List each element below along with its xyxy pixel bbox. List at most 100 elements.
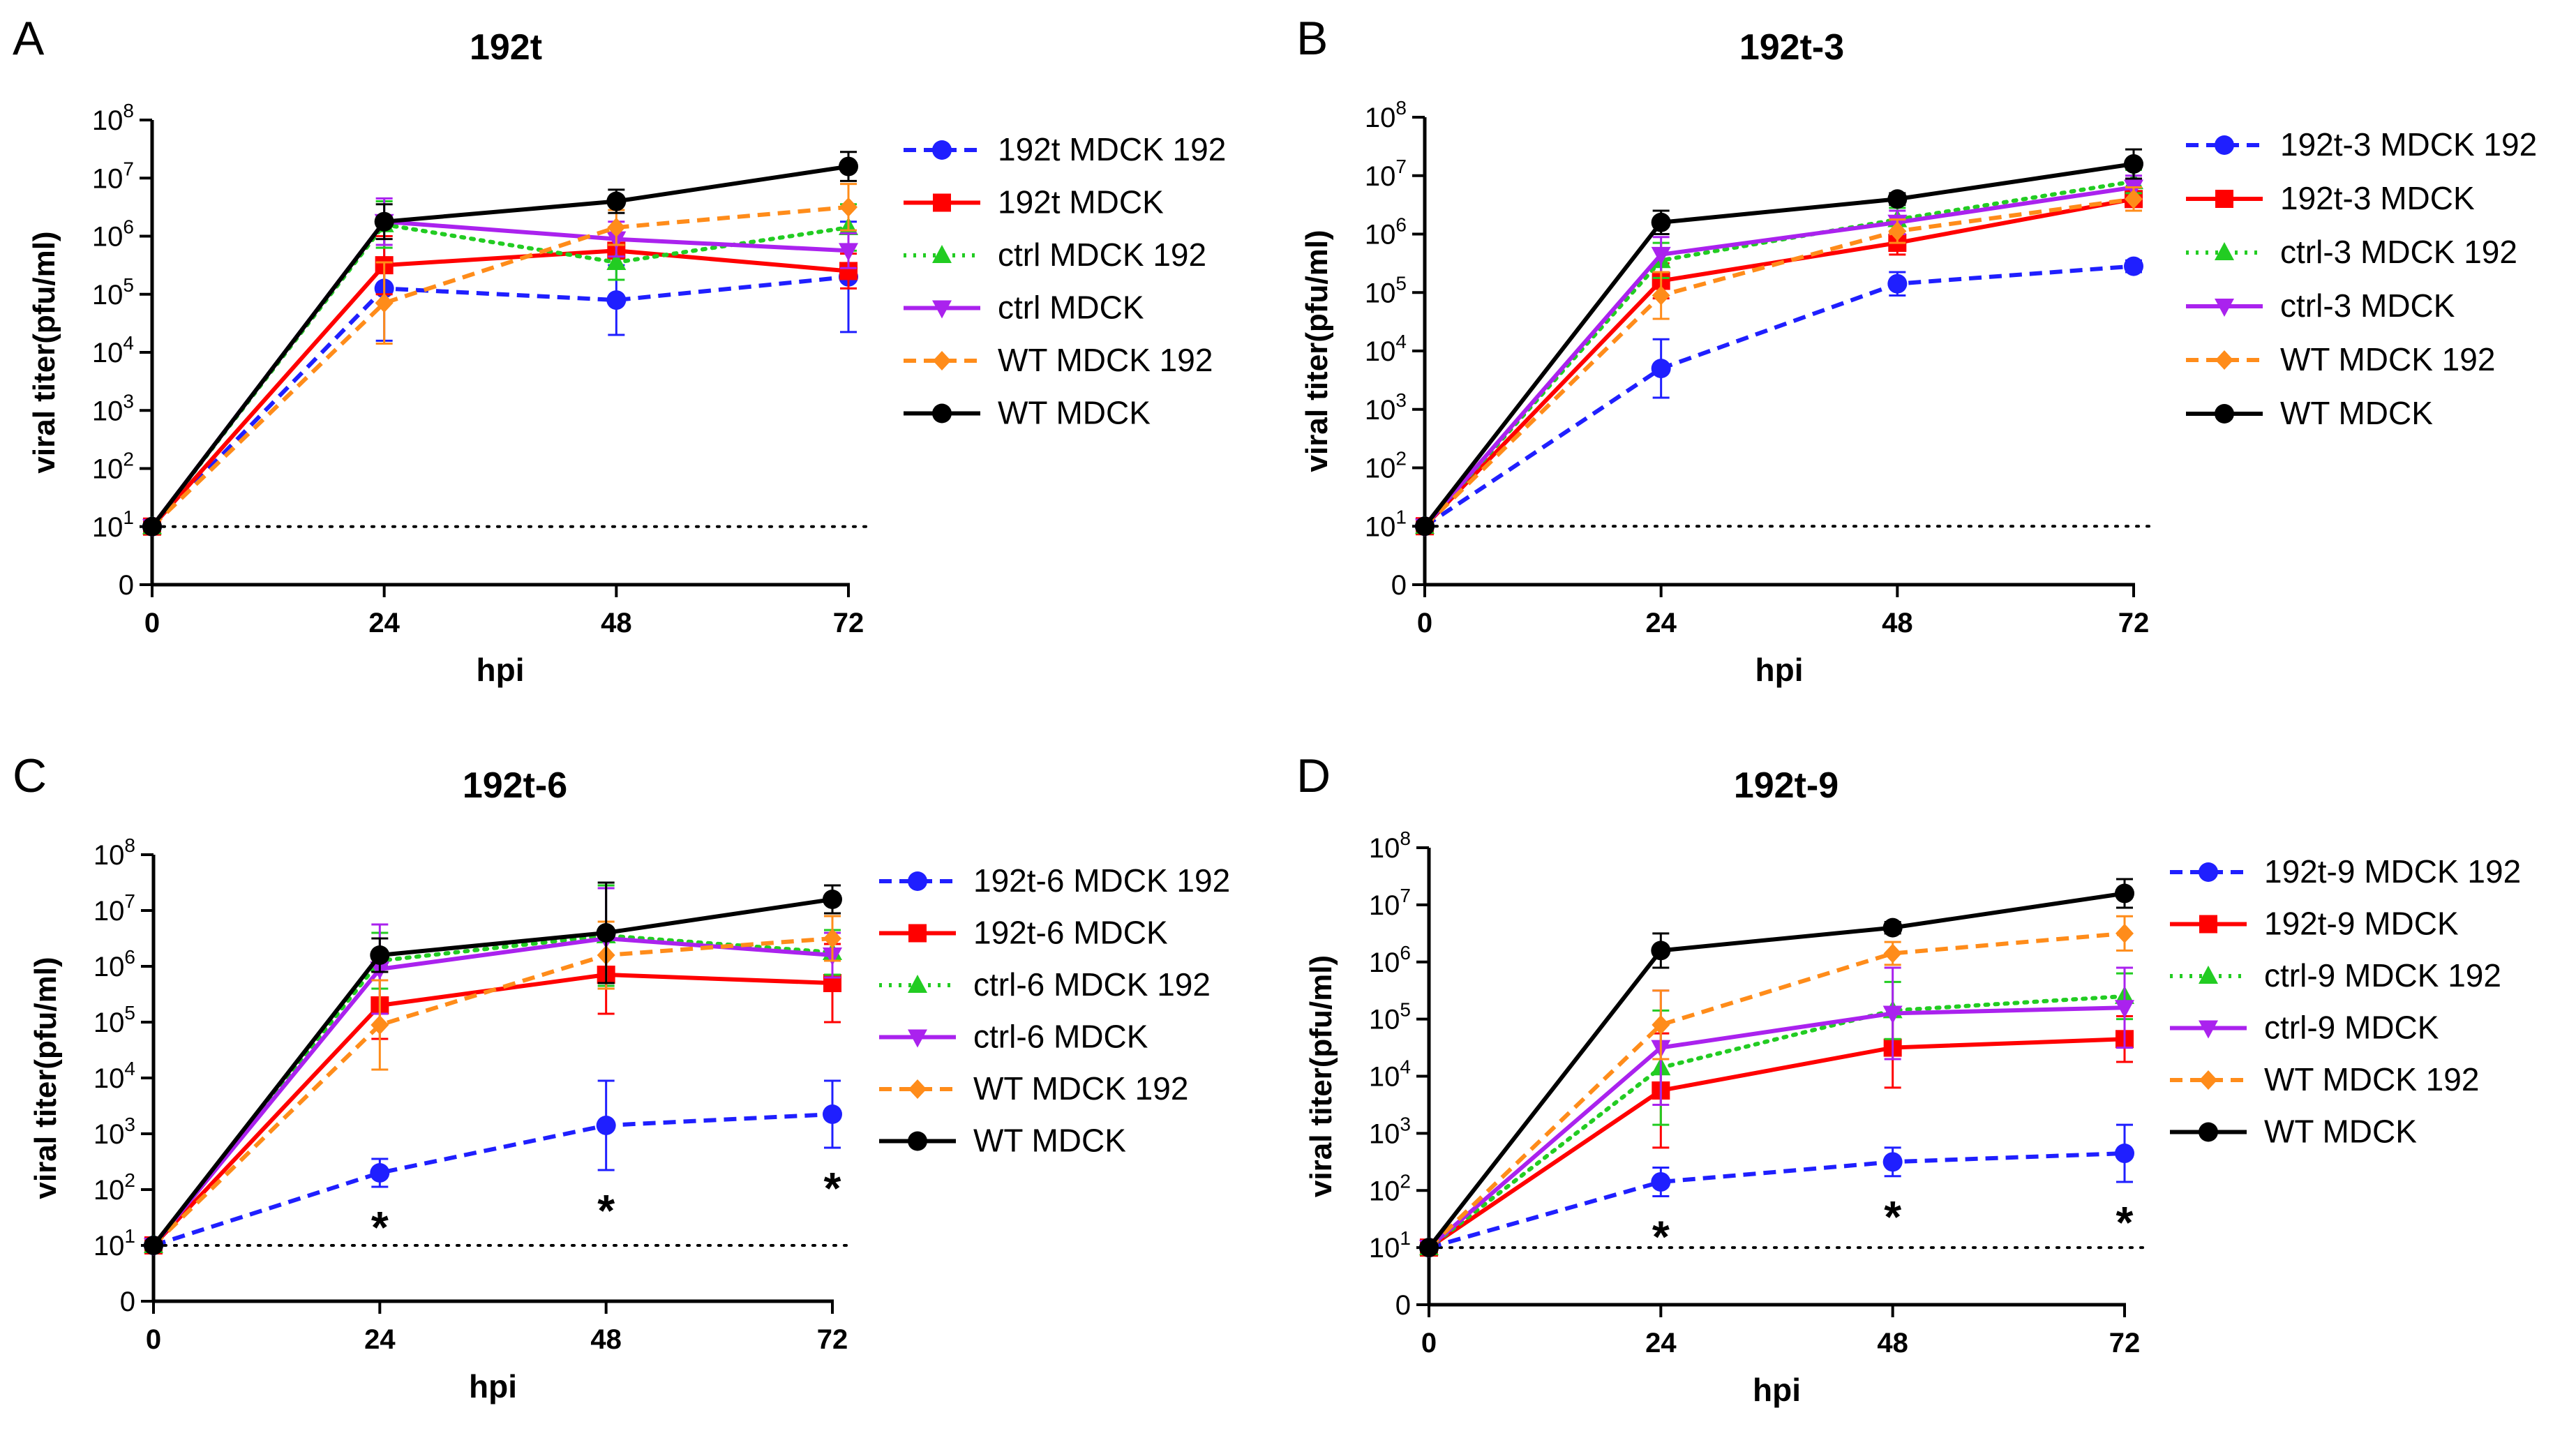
data-point: [144, 1236, 163, 1255]
y-tick-label: 103: [1365, 389, 1407, 426]
legend-label: ctrl-9 MDCK: [2264, 1010, 2439, 1046]
series-line: [1428, 1151, 2125, 1250]
series-2: [1415, 168, 2143, 534]
y-axis-label: viral titer(pfu/ml): [1300, 230, 1334, 472]
legend-marker: [932, 140, 952, 160]
y-tick-label: 102: [93, 1169, 135, 1206]
y-axis-label: viral titer(pfu/ml): [29, 957, 63, 1199]
y-tick-label: 108: [1365, 97, 1407, 133]
legend-label: 192t MDCK: [998, 184, 1164, 220]
series-line: [151, 936, 833, 1247]
data-point: [1882, 1152, 1903, 1172]
series-line: [153, 1112, 833, 1248]
legend-marker: [2215, 299, 2234, 317]
legend-marker: [932, 245, 952, 263]
x-tick-label: 48: [1877, 1328, 1908, 1358]
y-tick-label: 105: [1365, 272, 1407, 308]
series-line: [150, 164, 849, 528]
x-tick-label: 0: [146, 1324, 161, 1355]
data-point: [1415, 516, 1435, 537]
y-tick-label: 102: [92, 449, 134, 485]
series-line: [1423, 264, 2134, 528]
series-line: [150, 204, 849, 528]
series-0: [142, 220, 858, 537]
legend-entry: ctrl MDCK 192: [904, 237, 1206, 273]
legend-entry: ctrl-6 MDCK 192: [879, 966, 1211, 1003]
series-line: [1428, 1005, 2125, 1250]
y-tick-label: 101: [1365, 506, 1407, 542]
y-tick-label: 107: [1369, 885, 1411, 921]
data-point: [2116, 923, 2134, 943]
legend-label: ctrl-9 MDCK 192: [2264, 957, 2501, 994]
legend-label: 192t-9 MDCK 192: [2264, 853, 2521, 890]
series-line: [1427, 931, 2125, 1250]
legend-entry: 192t-3 MDCK: [2186, 180, 2475, 216]
legend-marker: [2215, 135, 2234, 155]
legend-marker: [2215, 350, 2233, 370]
y-tick-label: 102: [1365, 448, 1407, 484]
series-4: [1420, 915, 2134, 1258]
x-axis-label: hpi: [469, 1368, 517, 1404]
legend-entry: 192t-9 MDCK 192: [2170, 853, 2521, 890]
chart-panel-a: A 192t 0 101 102 103 104 105 106 107 108 0 24 48 72 hpi…: [13, 12, 1226, 688]
significance-asterisk: *: [824, 1163, 841, 1213]
y-tick-label: 103: [92, 390, 134, 426]
chart-panel-b: B 192t-3 0 101 102 103 104 105 106 107 108 0 24 48 72 h…: [1296, 12, 2537, 688]
x-tick-label: 24: [1645, 608, 1677, 638]
series-0: [1419, 1123, 2134, 1258]
y-tick-label: 105: [92, 274, 134, 310]
series-2: [1419, 972, 2134, 1256]
data-point: [596, 1116, 616, 1135]
panel-label: D: [1296, 749, 1331, 802]
data-point: [375, 293, 394, 313]
series-5: [1415, 148, 2143, 537]
x-tick-label: 72: [2109, 1328, 2141, 1358]
data-point: [2115, 1000, 2134, 1019]
data-point: [823, 929, 841, 948]
legend-label: 192t-3 MDCK: [2280, 180, 2475, 216]
x-tick-label: 72: [2118, 608, 2150, 638]
y-tick-label: 107: [92, 158, 134, 194]
x-tick-label: 72: [817, 1324, 848, 1355]
series-line: [151, 972, 833, 1248]
series-line: [1428, 1037, 2125, 1250]
data-point: [606, 251, 627, 270]
y-tick-label: 104: [92, 332, 134, 368]
legend-label: ctrl MDCK 192: [998, 237, 1206, 273]
data-point: [370, 1163, 390, 1183]
legend-marker: [2199, 915, 2217, 934]
data-point: [1651, 212, 1671, 232]
series-line: [151, 933, 834, 1248]
series-line: [1423, 179, 2136, 529]
series-line: [150, 248, 849, 528]
y-tick-label: 104: [1369, 1056, 1411, 1093]
legend-marker: [908, 924, 927, 943]
chart-title: 192t: [470, 27, 542, 68]
legend-entry: WT MDCK: [2170, 1114, 2417, 1150]
legend-label: WT MDCK 192: [2280, 341, 2495, 377]
series-5: [1419, 878, 2134, 1258]
x-tick-label: 0: [144, 608, 160, 638]
y-tick-label: 105: [1369, 999, 1411, 1035]
series-1: [143, 232, 858, 536]
legend-entry: 192t-3 MDCK 192: [2186, 126, 2537, 163]
data-point: [823, 1104, 842, 1124]
data-point: [1882, 1005, 1903, 1024]
series-5: [144, 881, 842, 1255]
legend-marker: [2215, 242, 2234, 260]
data-point: [1882, 917, 1903, 938]
legend-label: 192t-6 MDCK: [973, 915, 1168, 951]
legend-entry: ctrl-9 MDCK 192: [2170, 957, 2501, 994]
legend-entry: 192t-6 MDCK: [879, 915, 1168, 951]
x-tick-label: 0: [1421, 1328, 1437, 1358]
y-tick-label: 105: [93, 1002, 135, 1038]
panel-label: C: [13, 749, 47, 802]
data-point: [1651, 359, 1671, 379]
legend-label: WT MDCK: [2280, 395, 2433, 431]
legend-entry: WT MDCK 192: [2186, 341, 2495, 377]
legend-entry: 192t-6 MDCK 192: [879, 862, 1230, 899]
legend-marker: [2199, 1070, 2217, 1090]
legend-marker: [908, 1079, 927, 1099]
y-tick-label: 104: [93, 1058, 135, 1094]
x-tick-label: 72: [833, 608, 864, 638]
